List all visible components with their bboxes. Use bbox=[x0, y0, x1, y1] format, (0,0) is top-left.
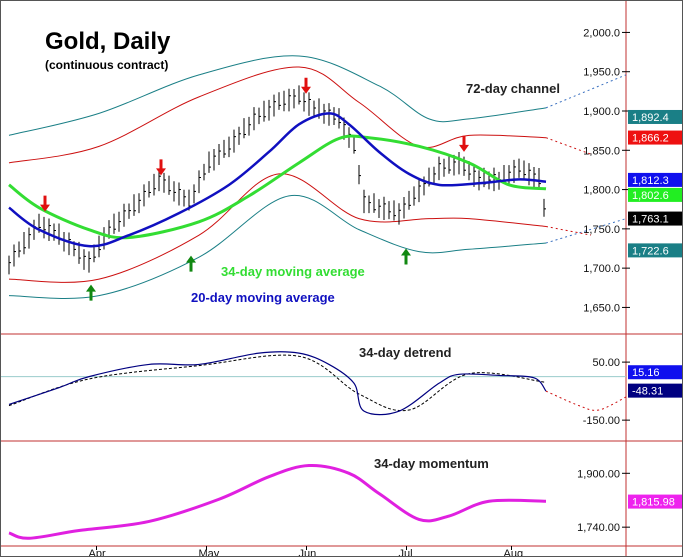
price-value-label: 1,722.6 bbox=[632, 245, 669, 257]
price-axis-tick-label: 1,800.0 bbox=[583, 185, 620, 197]
channel-inner-lower bbox=[8, 173, 547, 283]
buy-arrow-icon bbox=[401, 248, 411, 265]
month-label: Jul bbox=[399, 548, 413, 557]
chart-title: Gold, Daily bbox=[45, 28, 171, 55]
detrend-annotation: 34-day detrend bbox=[359, 345, 452, 360]
momentum-value-label-box bbox=[628, 494, 682, 509]
channel-forecast-lower bbox=[545, 218, 627, 244]
sell-arrow-icon bbox=[40, 195, 50, 212]
month-label: May bbox=[199, 548, 220, 557]
momentum-axis-tick-label: 1,740.00 bbox=[577, 522, 620, 534]
month-label: Aug bbox=[504, 548, 524, 557]
detrend-average-line bbox=[8, 354, 547, 412]
chart-subtitle: (continuous contract) bbox=[45, 58, 168, 72]
price-value-label: 1,866.2 bbox=[632, 133, 669, 145]
price-value-label-box bbox=[628, 109, 682, 124]
momentum-line bbox=[8, 464, 547, 540]
ma20-annotation: 20-day moving average bbox=[191, 290, 335, 305]
month-label: Jun bbox=[299, 548, 317, 557]
price-value-label-box bbox=[628, 187, 682, 202]
price-value-label: 1,802.6 bbox=[632, 190, 669, 202]
price-axis-tick-label: 1,950.0 bbox=[583, 67, 620, 79]
momentum-value-label: 1,815.98 bbox=[632, 497, 675, 509]
momentum-axis-tick-label: 1,900.00 bbox=[577, 468, 620, 480]
price-axis-tick-label: 1,850.0 bbox=[583, 145, 620, 157]
price-axis-tick-label: 1,650.0 bbox=[583, 302, 620, 314]
price-value-label: 1,892.4 bbox=[632, 112, 669, 124]
buy-arrow-icon bbox=[86, 284, 96, 301]
channel-annotation: 72-day channel bbox=[466, 81, 560, 96]
sell-arrow-icon bbox=[459, 135, 469, 152]
price-value-label-box bbox=[628, 211, 682, 226]
momentum-annotation: 34-day momentum bbox=[374, 456, 489, 471]
detrend-line bbox=[8, 351, 547, 416]
price-value-label-box bbox=[628, 172, 682, 187]
month-label: Apr bbox=[89, 548, 106, 557]
detrend-forecast-line bbox=[545, 390, 627, 411]
price-axis-tick-label: 1,750.0 bbox=[583, 224, 620, 236]
buy-arrow-icon bbox=[186, 255, 196, 272]
price-axis-tick-label: 1,900.0 bbox=[583, 106, 620, 118]
detrend-value-label-box bbox=[628, 365, 682, 380]
channel-inner-upper bbox=[8, 66, 547, 164]
ma20-line bbox=[8, 112, 547, 248]
detrend-axis-tick-label: -150.00 bbox=[583, 415, 620, 427]
sell-arrow-icon bbox=[301, 77, 311, 94]
detrend-value-label: -48.31 bbox=[632, 386, 663, 398]
price-value-label-box bbox=[628, 243, 682, 258]
price-value-label: 1,812.3 bbox=[632, 175, 669, 187]
detrend-value-label: 15.16 bbox=[632, 367, 660, 379]
ma34-line bbox=[8, 134, 547, 240]
price-value-label: 1,763.1 bbox=[632, 214, 669, 226]
channel-outer-upper bbox=[8, 55, 547, 136]
channel-outer-lower bbox=[8, 194, 547, 299]
price-axis-tick-label: 1,700.0 bbox=[583, 263, 620, 275]
ma34-annotation: 34-day moving average bbox=[221, 264, 365, 279]
detrend-value-label-box bbox=[628, 383, 682, 398]
price-axis-tick-label: 2,000.0 bbox=[583, 27, 620, 39]
sell-arrow-icon bbox=[156, 159, 166, 176]
price-value-label-box bbox=[628, 130, 682, 145]
channel-forecast-upper bbox=[545, 74, 627, 109]
inner-forecast-upper bbox=[545, 137, 592, 155]
detrend-axis-tick-label: 50.00 bbox=[592, 357, 620, 369]
